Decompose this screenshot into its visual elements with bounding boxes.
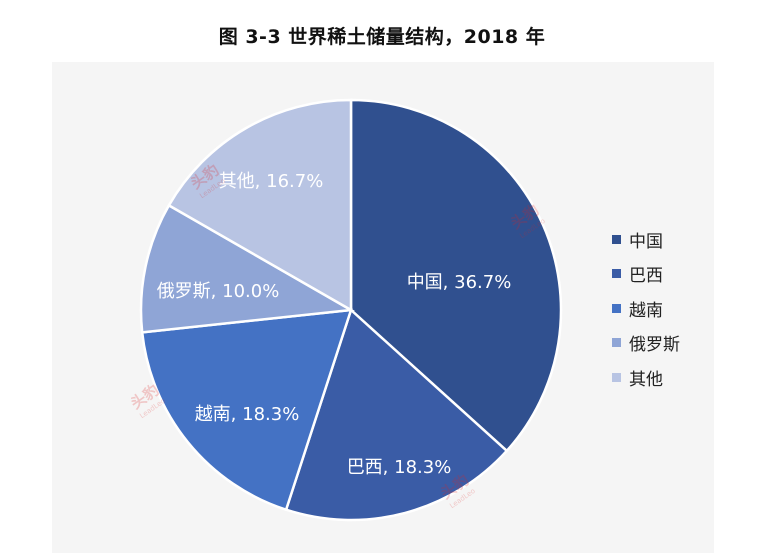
legend-swatch	[612, 234, 621, 244]
legend-label: 中国	[629, 231, 663, 252]
pie-slice-1	[284, 307, 509, 522]
legend-item-other: 其他	[612, 360, 680, 395]
legend-item-china: 中国	[612, 222, 680, 257]
legend-label: 越南	[629, 300, 663, 321]
legend-swatch	[612, 338, 621, 348]
legend-item-russia: 俄罗斯	[612, 326, 680, 361]
legend-item-brazil: 巴西	[612, 257, 680, 292]
data-label-1: 巴西, 18.3%	[347, 457, 452, 478]
data-label-4: 其他, 16.7%	[219, 171, 324, 192]
legend-label: 其他	[629, 369, 663, 390]
legend-label: 俄罗斯	[629, 335, 680, 356]
data-label-2: 越南, 18.3%	[195, 404, 300, 425]
legend: 中国 巴西 越南 俄罗斯 其他	[612, 222, 680, 395]
pie-slice-2	[140, 308, 353, 512]
pie-slice-3	[139, 203, 355, 334]
legend-item-vietnam: 越南	[612, 291, 680, 326]
chart-title: 图 3-3 世界稀土储量结构，2018 年	[218, 26, 546, 48]
legend-swatch	[612, 303, 621, 313]
data-label-0: 中国, 36.7%	[407, 272, 512, 293]
data-label-3: 俄罗斯, 10.0%	[157, 281, 280, 302]
pie-slice-0	[349, 98, 563, 453]
legend-swatch	[612, 269, 621, 279]
pie-slice-4	[167, 98, 353, 313]
legend-label: 巴西	[629, 266, 663, 287]
legend-swatch	[612, 372, 621, 382]
